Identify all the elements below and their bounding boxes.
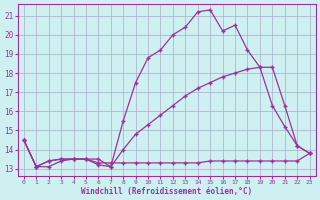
X-axis label: Windchill (Refroidissement éolien,°C): Windchill (Refroidissement éolien,°C) [81, 187, 252, 196]
